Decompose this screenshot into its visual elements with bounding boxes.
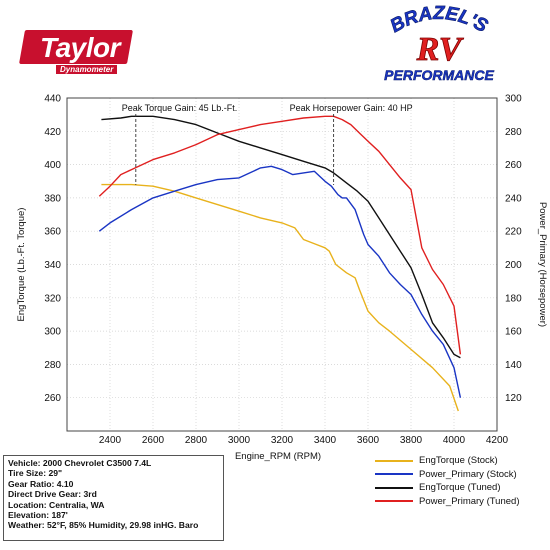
annotation-label: Peak Torque Gain: 45 Lb.-Ft. <box>122 103 237 113</box>
info-location: Location: Centralia, WA <box>8 499 105 510</box>
series-line <box>98 115 462 355</box>
y-left-axis-title: EngTorque (Lb.-Ft. Torque) <box>16 208 27 322</box>
series-line <box>101 115 461 359</box>
legend-item: Power_Primary (Stock) <box>375 468 519 482</box>
x-tick-label: 2600 <box>142 435 165 446</box>
chart-series <box>98 115 462 412</box>
legend-swatch <box>375 459 413 462</box>
x-tick-label: 4000 <box>443 435 466 446</box>
x-tick-label: 2400 <box>99 435 122 446</box>
legend-swatch <box>375 486 413 489</box>
legend-swatch <box>375 473 413 476</box>
annotation-label: Peak Horsepower Gain: 40 HP <box>290 103 413 113</box>
info-direct-drive-gear: Direct Drive Gear: 3rd <box>8 489 97 500</box>
chart-axes: 2400 2600 2800 3000 3200 3400 3600 3800 4000 4200… <box>16 94 548 463</box>
y-right-tick-label: 300 <box>505 94 522 105</box>
x-tick-label: 3400 <box>314 435 337 446</box>
plot-frame <box>66 97 498 432</box>
legend-swatch <box>375 500 413 503</box>
y-left-tick-label: 320 <box>44 293 61 304</box>
info-elevation: Elevation: 187' <box>8 510 68 521</box>
taylor-logo: Taylor Dynamometer <box>19 30 133 78</box>
y-right-tick-label: 200 <box>505 260 522 271</box>
y-right-axis-title: Power_Primary (Horsepower) <box>537 202 548 327</box>
brazels-logo-line3: PERFORMANCE <box>384 67 494 83</box>
x-tick-label: 3200 <box>271 435 294 446</box>
x-tick-label: 2800 <box>185 435 208 446</box>
y-right-tick-label: 280 <box>505 127 522 138</box>
y-right-tick-label: 140 <box>505 360 522 371</box>
x-tick-label: 3600 <box>357 435 380 446</box>
y-left-tick-label: 260 <box>44 393 61 404</box>
series-line <box>101 183 459 412</box>
x-axis-title: Engine_RPM (RPM) <box>235 451 321 462</box>
vehicle-info-box: Vehicle: 2000 Chevrolet C3500 7.4L Tire … <box>3 455 224 541</box>
y-left-tick-label: 340 <box>44 260 61 271</box>
legend-item: EngTorque (Stock) <box>375 454 519 468</box>
taylor-logo-subtitle: Dynamometer <box>56 65 118 74</box>
series-line <box>98 165 462 398</box>
y-left-tick-label: 400 <box>44 160 61 171</box>
info-weather: Weather: 52°F, 85% Humidity, 29.98 inHG.… <box>8 520 199 531</box>
y-left-tick-label: 280 <box>44 360 61 371</box>
chart-legend: EngTorque (Stock) Power_Primary (Stock) … <box>375 454 519 508</box>
y-right-tick-label: 180 <box>505 293 522 304</box>
taylor-logo-word: Taylor <box>40 32 121 63</box>
info-tire-size: Tire Size: 29" <box>8 468 63 479</box>
y-right-tick-label: 160 <box>505 327 522 338</box>
legend-label: EngTorque (Stock) <box>419 455 498 467</box>
y-left-tick-label: 440 <box>44 94 61 105</box>
x-tick-label: 3800 <box>400 435 423 446</box>
y-right-tick-label: 260 <box>505 160 522 171</box>
chart-grid <box>67 97 498 431</box>
legend-label: Power_Primary (Stock) <box>419 468 517 480</box>
info-gear-ratio: Gear Ratio: 4.10 <box>8 478 74 489</box>
legend-item: EngTorque (Tuned) <box>375 481 519 495</box>
chart-annotations: Peak Torque Gain: 45 Lb.-Ft. Peak Horsepo… <box>122 103 413 185</box>
x-tick-label: 4200 <box>486 435 509 446</box>
y-left-tick-label: 360 <box>44 227 61 238</box>
legend-item: Power_Primary (Tuned) <box>375 495 519 509</box>
brazels-logo: BRAZEL'S RV PERFORMANCE <box>384 3 495 84</box>
legend-label: EngTorque (Tuned) <box>419 482 501 494</box>
info-vehicle: Vehicle: 2000 Chevrolet C3500 7.4L <box>8 458 152 468</box>
brazels-logo-line2: RV <box>416 31 464 68</box>
y-left-tick-label: 380 <box>44 193 61 204</box>
x-tick-label: 3000 <box>228 435 251 446</box>
y-right-tick-label: 240 <box>505 193 522 204</box>
y-left-tick-label: 420 <box>44 127 61 138</box>
y-right-tick-label: 220 <box>505 227 522 238</box>
y-right-tick-label: 120 <box>505 393 522 404</box>
legend-label: Power_Primary (Tuned) <box>419 495 520 507</box>
y-left-tick-label: 300 <box>44 327 61 338</box>
